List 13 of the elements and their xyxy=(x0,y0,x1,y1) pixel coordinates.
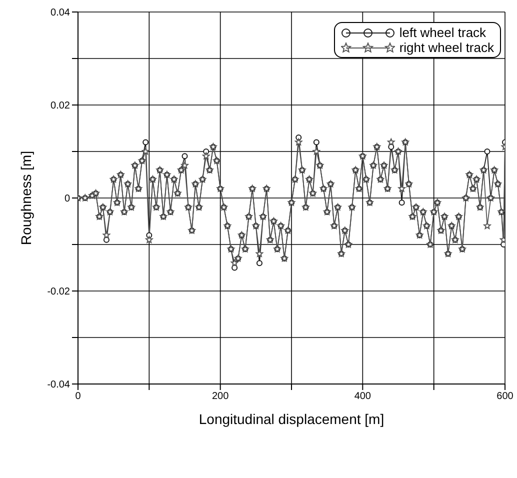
y-tick-label: 0.02 xyxy=(50,100,70,112)
y-axis-title: Roughness [m] xyxy=(18,150,34,246)
y-tick-label: -0.02 xyxy=(47,286,70,298)
x-tick-label: 0 xyxy=(75,391,82,402)
y-tick-label: 0 xyxy=(64,194,70,205)
x-axis-title: Longitudinal displacement [m] xyxy=(198,411,384,427)
legend-label: right wheel track xyxy=(399,40,494,55)
x-tick-label: 400 xyxy=(354,391,372,402)
y-tick-label: 0.04 xyxy=(50,8,70,19)
x-tick-label: 200 xyxy=(212,391,230,402)
y-tick-label: -0.04 xyxy=(47,380,70,391)
x-tick-label: 600 xyxy=(496,391,514,402)
legend-label: left wheel track xyxy=(399,25,486,40)
